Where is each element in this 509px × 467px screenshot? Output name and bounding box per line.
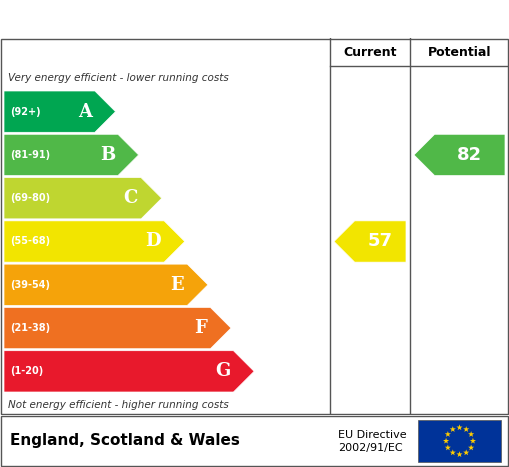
Text: Not energy efficient - higher running costs: Not energy efficient - higher running co… (8, 400, 229, 410)
Text: (69-80): (69-80) (10, 193, 50, 203)
Text: F: F (194, 319, 207, 337)
Text: Potential: Potential (428, 45, 491, 58)
Polygon shape (4, 134, 138, 176)
Polygon shape (443, 438, 449, 444)
Polygon shape (445, 445, 451, 450)
Text: E: E (171, 276, 184, 294)
Text: D: D (146, 233, 161, 250)
Text: A: A (78, 103, 92, 120)
Polygon shape (468, 445, 474, 450)
Polygon shape (463, 426, 469, 432)
Text: 2002/91/EC: 2002/91/EC (338, 443, 403, 453)
Polygon shape (457, 425, 463, 430)
Polygon shape (457, 451, 463, 457)
Polygon shape (450, 426, 456, 432)
Text: EU Directive: EU Directive (338, 430, 407, 440)
Polygon shape (4, 91, 116, 132)
Polygon shape (4, 177, 162, 219)
Text: (81-91): (81-91) (10, 150, 50, 160)
Text: Current: Current (343, 45, 397, 58)
Text: (21-38): (21-38) (10, 323, 50, 333)
Text: 82: 82 (457, 146, 483, 164)
Text: C: C (124, 189, 138, 207)
Polygon shape (4, 264, 208, 305)
Polygon shape (468, 431, 474, 437)
Polygon shape (4, 307, 231, 349)
Polygon shape (334, 221, 406, 262)
Text: (92+): (92+) (10, 106, 41, 117)
Polygon shape (445, 431, 451, 437)
Bar (418, 420, 501, 462)
Text: 57: 57 (368, 233, 393, 250)
Text: B: B (100, 146, 115, 164)
Text: (39-54): (39-54) (10, 280, 50, 290)
Polygon shape (4, 221, 185, 262)
Text: (1-20): (1-20) (10, 366, 43, 376)
Text: Energy Efficiency Rating: Energy Efficiency Rating (101, 9, 408, 29)
Polygon shape (450, 449, 456, 455)
Text: England, Scotland & Wales: England, Scotland & Wales (10, 433, 240, 448)
Polygon shape (463, 449, 469, 455)
Polygon shape (4, 351, 254, 392)
Polygon shape (414, 134, 505, 176)
Text: (55-68): (55-68) (10, 236, 50, 247)
Text: Very energy efficient - lower running costs: Very energy efficient - lower running co… (8, 73, 229, 83)
Text: G: G (215, 362, 231, 380)
Polygon shape (470, 438, 476, 444)
